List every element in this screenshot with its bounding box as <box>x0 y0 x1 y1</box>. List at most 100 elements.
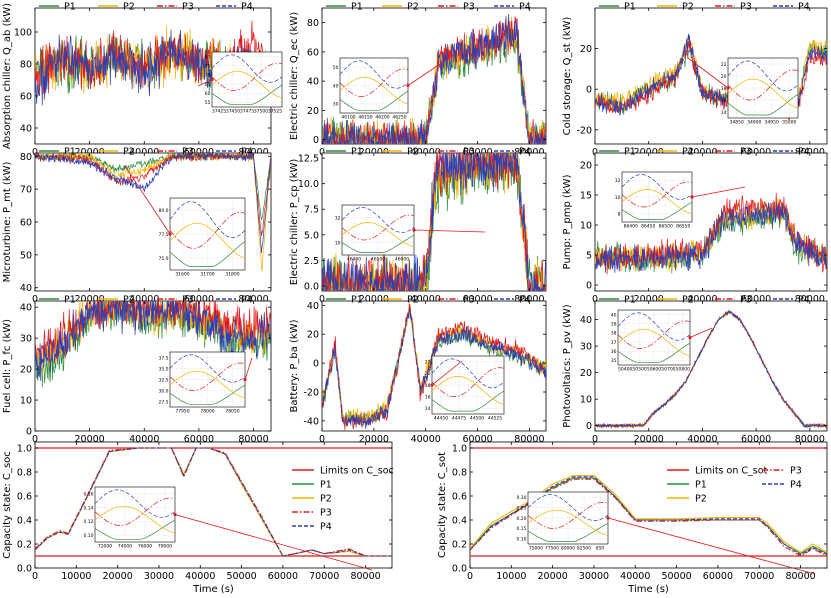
inset-x-tick-label: 77500 <box>545 546 559 552</box>
inset-y-tick-label: 0.12 <box>83 519 93 525</box>
y-tick-label: 7.5 <box>304 205 319 216</box>
series-line-P4 <box>35 447 392 557</box>
y-tick-label: 40 <box>307 77 319 88</box>
x-tick-label: 0 <box>32 434 38 445</box>
x-tick-label: 50000 <box>661 571 691 582</box>
panel-pump: 0 20000 40000 60000 80000 0 5 10 15 20 Pump: P_pmp… <box>562 147 828 305</box>
inset-x-tick-label: 35000 <box>782 120 796 126</box>
inset-y-tick-label: 0.14 <box>83 505 93 511</box>
inset-x-tick-label: 77950 <box>175 409 189 415</box>
inset-series-P1 <box>727 93 799 116</box>
inset-x-tick-label: 34900 <box>747 120 761 126</box>
inset-series-P4 <box>431 358 505 389</box>
y-tick-label: -20 <box>576 125 592 136</box>
inset-y-tick-label: 0.10 <box>516 537 526 543</box>
inset-x-tick-label: 34950 <box>765 120 779 126</box>
panel-battery: 0 20000 40000 60000 80000 -40 -20 0 20 40 Battery:… <box>289 295 547 445</box>
legend-label-P3: P3 <box>790 466 802 477</box>
inset-series-P1 <box>617 342 691 363</box>
inset-series-P2 <box>169 222 246 259</box>
inset-series-P1 <box>339 90 409 111</box>
y-tick-label: 0.0 <box>452 564 467 575</box>
inset-y-tick-label: 0.16 <box>83 492 93 498</box>
y-tick-label: 0 <box>586 281 592 292</box>
y-tick-label: 0 <box>586 421 592 432</box>
legend-label-P4: P4 <box>241 2 253 13</box>
inset-y-tick-label: 18 <box>425 383 431 389</box>
inset-x-tick-label: 37500 <box>254 109 268 115</box>
inset-series-P4 <box>211 54 283 83</box>
panel-capacity-sot: 0 10000 20000 30000 40000 50000 60000 70000 8000… <box>437 441 828 595</box>
inset-arrow <box>413 229 486 233</box>
x-tick-label: 0 <box>592 294 598 305</box>
inset-series-P3 <box>341 214 415 241</box>
inset-series-P1 <box>527 523 609 542</box>
inset-y-tick-label: 18 <box>721 86 727 92</box>
inset-x-tick-label: 86400 <box>624 224 638 230</box>
x-tick-label: 20000 <box>75 147 105 158</box>
inset-y-tick-label: 70 <box>205 73 211 79</box>
y-axis-label: Photovoltaics: P_pv (kW) <box>562 304 573 427</box>
legend-label-P2: P2 <box>682 295 694 306</box>
inset-x-tick-label: 44500 <box>470 416 484 422</box>
legend-label-P3: P3 <box>740 295 752 306</box>
series-line-P2 <box>322 153 546 291</box>
inset-series-P2 <box>527 509 609 536</box>
x-tick-label: 80000 <box>238 434 268 445</box>
inset-arrow <box>407 53 456 86</box>
inset-arrow <box>689 327 713 338</box>
legend-label-P2: P2 <box>682 147 694 158</box>
inset-y-tick-label: 20 <box>721 74 727 80</box>
inset-series-P2 <box>169 370 246 399</box>
series-line-P2 <box>35 153 271 272</box>
y-tick-label: 0.8 <box>452 468 467 479</box>
inset-arrow <box>244 357 253 380</box>
zoom-inset: 30 40 50 46100 46150 46200 46250 <box>333 57 409 121</box>
y-axis-label: Capacity state: C_soc <box>2 451 13 559</box>
x-tick-label: 40000 <box>411 294 441 305</box>
x-tick-label: 70000 <box>309 571 339 582</box>
panel-microturbine: 0 20000 40000 60000 80000 40 50 60 70 80 Microturb… <box>2 147 272 305</box>
legend-label-P4: P4 <box>519 147 531 158</box>
legend: P1 P2 P3 P4 <box>599 295 810 306</box>
inset-x-tick-label: 44525 <box>488 416 502 422</box>
legend: P1 P2 P3 P4 <box>39 2 253 13</box>
y-tick-label: 0.6 <box>17 492 32 503</box>
series-line-P4 <box>322 307 546 429</box>
x-tick-label: 20000 <box>75 294 105 305</box>
legend: P1 P2 P3 P4 <box>39 295 253 306</box>
legend-label-P1: P1 <box>351 295 363 306</box>
panel-electric-chiller-qec: 0 20000 40000 60000 80000 0 20 40 60 80 Electric c… <box>289 2 547 158</box>
inset-series-P2 <box>431 375 505 405</box>
inset-arrow <box>687 57 729 89</box>
inset-arrowhead <box>412 228 416 232</box>
inset-series-P4 <box>527 494 609 521</box>
y-tick-label: 10 <box>580 221 592 232</box>
x-tick-label: 50000 <box>226 571 256 582</box>
legend: P1 P2 P3 P4 <box>326 2 531 13</box>
x-tick-label: 40000 <box>411 434 441 445</box>
y-tick-label: 40 <box>20 303 32 314</box>
x-tick-label: 0 <box>32 294 38 305</box>
legend-label-P3: P3 <box>182 2 194 13</box>
y-tick-label: 40 <box>20 124 32 135</box>
series-line-P4 <box>470 476 827 556</box>
x-tick-label: 20000 <box>359 434 389 445</box>
inset-y-tick-label: 12 <box>615 178 621 184</box>
inset-series-P1 <box>431 390 505 412</box>
x-axis-label: Time (s) <box>192 584 234 595</box>
inset-x-tick-label: 31600 <box>175 272 189 278</box>
inset-x-tick-label: 50700 <box>661 367 675 373</box>
inset-x-tick-label: 75000 <box>529 546 543 552</box>
inset-series-P4 <box>169 201 246 238</box>
inset-x-tick-label: 31800 <box>225 272 239 278</box>
legend-label-P1: P1 <box>64 147 76 158</box>
y-tick-label: 1.0 <box>452 444 467 455</box>
inset-x-tick-label: 46500 <box>371 257 385 263</box>
y-tick-label: 100 <box>14 28 32 39</box>
x-tick-label: 20000 <box>634 294 664 305</box>
inset-y-tick-label: 10 <box>615 195 621 201</box>
y-tick-label: 80 <box>307 18 319 29</box>
inset-series-P4 <box>617 312 691 341</box>
inset-y-tick-label: 37.5 <box>158 355 168 361</box>
